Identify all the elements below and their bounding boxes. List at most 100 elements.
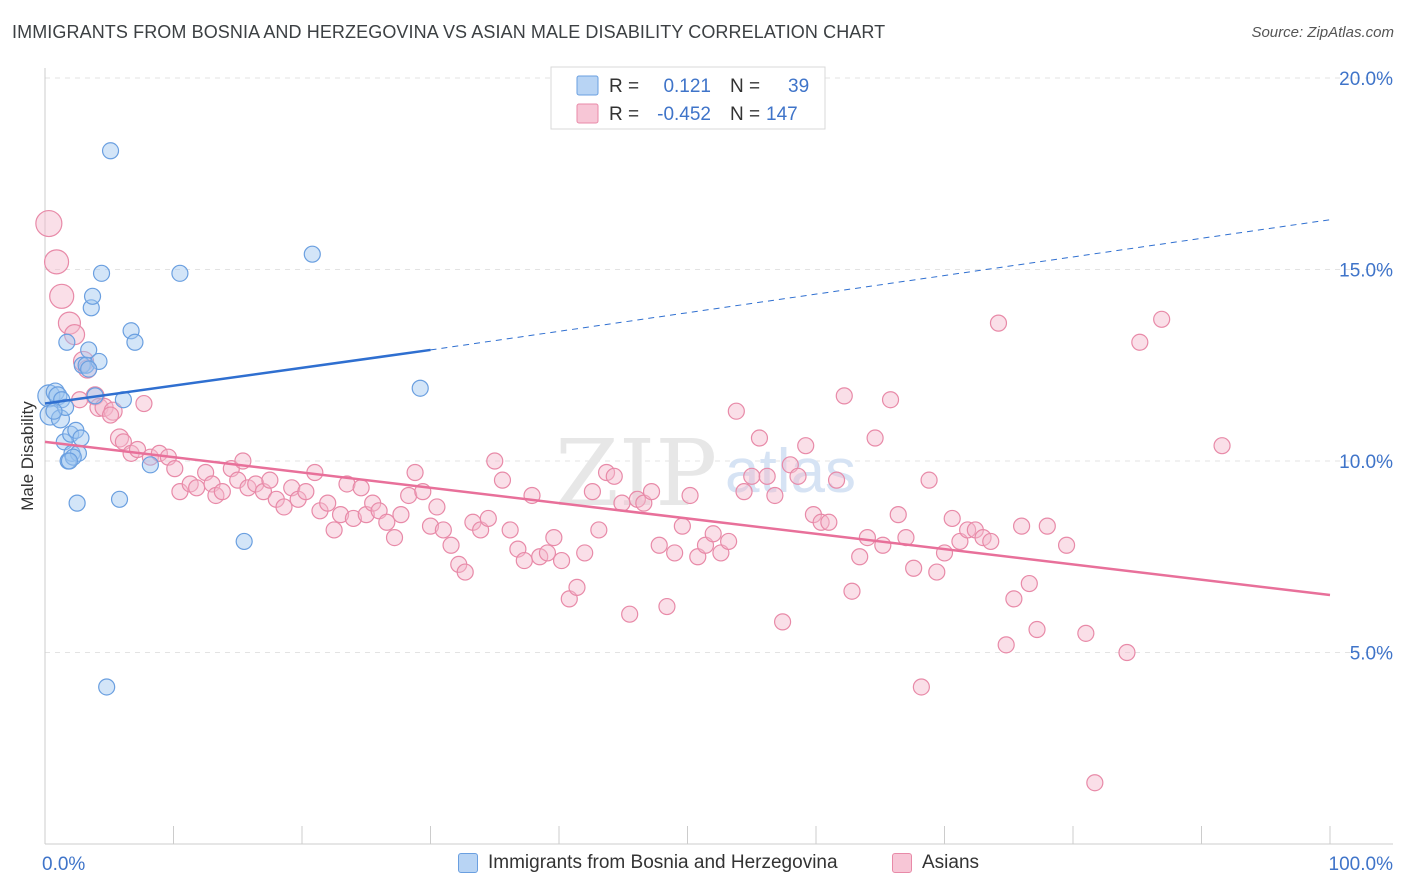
bottom-legend-label-bosnia: Immigrants from Bosnia and Herzegovina bbox=[488, 852, 838, 873]
legend-n-value-1: 39 bbox=[788, 76, 809, 97]
asians-point bbox=[997, 636, 1015, 654]
asians-point bbox=[989, 314, 1008, 332]
bottom-legend-swatch-pink bbox=[892, 853, 912, 873]
asians-point bbox=[1020, 574, 1038, 593]
asians-point bbox=[928, 563, 946, 581]
watermark-zip: ZIP bbox=[555, 420, 717, 527]
bosnia-point bbox=[80, 341, 98, 359]
axes bbox=[44, 68, 1393, 845]
asians-point bbox=[789, 467, 807, 485]
asians-point bbox=[352, 479, 370, 497]
asians-point bbox=[135, 394, 153, 413]
asians-point bbox=[297, 483, 315, 501]
bosnia-point bbox=[72, 429, 90, 447]
watermark-atlas: atlas bbox=[725, 437, 856, 506]
asians-point bbox=[758, 467, 776, 485]
asians-point bbox=[545, 528, 563, 547]
tick-labels: 5.0% 10.0% 15.0% 20.0% 0.0% 100.0% bbox=[42, 69, 1393, 875]
asians-point bbox=[583, 483, 602, 501]
legend-n-label-1: N = bbox=[730, 76, 760, 97]
asians-point bbox=[827, 471, 846, 489]
asians-point bbox=[1012, 517, 1031, 535]
legend-swatch-blue bbox=[576, 75, 599, 96]
asians-point bbox=[486, 452, 504, 470]
legend-r-value-1: 0.121 bbox=[663, 76, 711, 97]
legend-r-label-2: R = bbox=[609, 104, 639, 125]
asians-point bbox=[597, 463, 616, 482]
asians-point bbox=[213, 483, 231, 501]
asians-point bbox=[1086, 774, 1104, 792]
asians-point bbox=[344, 509, 362, 528]
bosnia-trend-line bbox=[44, 348, 431, 405]
asians-point bbox=[378, 513, 396, 531]
legend-r-value-2: -0.452 bbox=[657, 104, 711, 125]
asians-point bbox=[166, 460, 184, 478]
asians-point bbox=[43, 249, 70, 275]
bosnia-point bbox=[141, 456, 159, 474]
asians-point bbox=[49, 283, 75, 309]
asians-point bbox=[101, 406, 120, 424]
y-tick-label: 15.0% bbox=[1339, 261, 1393, 282]
asians-point bbox=[35, 209, 63, 238]
asians-point bbox=[428, 498, 446, 516]
asians-point bbox=[720, 532, 738, 551]
asians-point bbox=[920, 471, 938, 489]
legend-n-label-2: N = bbox=[730, 104, 760, 125]
asians-point bbox=[982, 532, 1000, 551]
asians-point bbox=[319, 494, 337, 512]
asians-point bbox=[456, 563, 474, 581]
asians-point bbox=[704, 525, 722, 543]
asians-point bbox=[666, 544, 684, 562]
bosnia-points bbox=[37, 142, 429, 696]
asians-point bbox=[275, 498, 293, 516]
bosnia-point bbox=[80, 360, 98, 378]
asians-point bbox=[673, 517, 691, 535]
asians-point bbox=[576, 544, 594, 562]
asians-point bbox=[421, 517, 440, 535]
bosnia-point bbox=[126, 333, 144, 351]
bottom-legend: Immigrants from Bosnia and Herzegovina A… bbox=[0, 852, 1406, 876]
y-tick-label: 20.0% bbox=[1339, 69, 1393, 90]
legend-n-value-2: 147 bbox=[766, 104, 798, 125]
asians-point bbox=[820, 513, 838, 531]
asians-point bbox=[912, 678, 930, 696]
bottom-legend-swatch-blue bbox=[458, 853, 478, 873]
asians-point bbox=[773, 613, 792, 631]
asians-point bbox=[338, 475, 356, 493]
bosnia-point bbox=[83, 287, 102, 305]
asians-point bbox=[735, 483, 753, 501]
asians-point bbox=[385, 528, 404, 547]
x-tick-label-min: 0.0% bbox=[42, 854, 85, 875]
asians-point bbox=[1153, 310, 1171, 328]
asians-point bbox=[479, 509, 497, 528]
asians-point bbox=[658, 597, 676, 616]
bosnia-point bbox=[101, 142, 120, 160]
asians-point bbox=[866, 429, 884, 447]
asians-point bbox=[442, 536, 460, 554]
asians-point bbox=[434, 521, 452, 539]
asians-point bbox=[1077, 624, 1095, 642]
asians-point bbox=[501, 521, 519, 539]
asians-point bbox=[642, 483, 661, 501]
asians-point bbox=[531, 548, 549, 566]
asians-point bbox=[1038, 517, 1056, 535]
asians-point bbox=[874, 536, 892, 554]
asians-point bbox=[188, 479, 206, 497]
asians-point bbox=[974, 528, 992, 547]
bosnia-point bbox=[235, 532, 253, 551]
asians-point bbox=[261, 471, 279, 489]
legend-swatch-pink bbox=[576, 103, 599, 124]
chart-title: IMMIGRANTS FROM BOSNIA AND HERZEGOVINA V… bbox=[12, 22, 886, 42]
asians-point bbox=[1028, 620, 1046, 639]
bosnia-point bbox=[60, 452, 79, 470]
asians-point bbox=[568, 578, 586, 596]
asians-point bbox=[325, 521, 343, 539]
bosnia-trend-line-extrapolated bbox=[430, 219, 1331, 351]
asians-point bbox=[515, 551, 533, 570]
asians-point bbox=[493, 471, 512, 489]
asians-point bbox=[835, 387, 853, 405]
asians-point bbox=[1057, 536, 1076, 554]
asians-point bbox=[1005, 590, 1023, 608]
bosnia-point bbox=[171, 264, 189, 282]
